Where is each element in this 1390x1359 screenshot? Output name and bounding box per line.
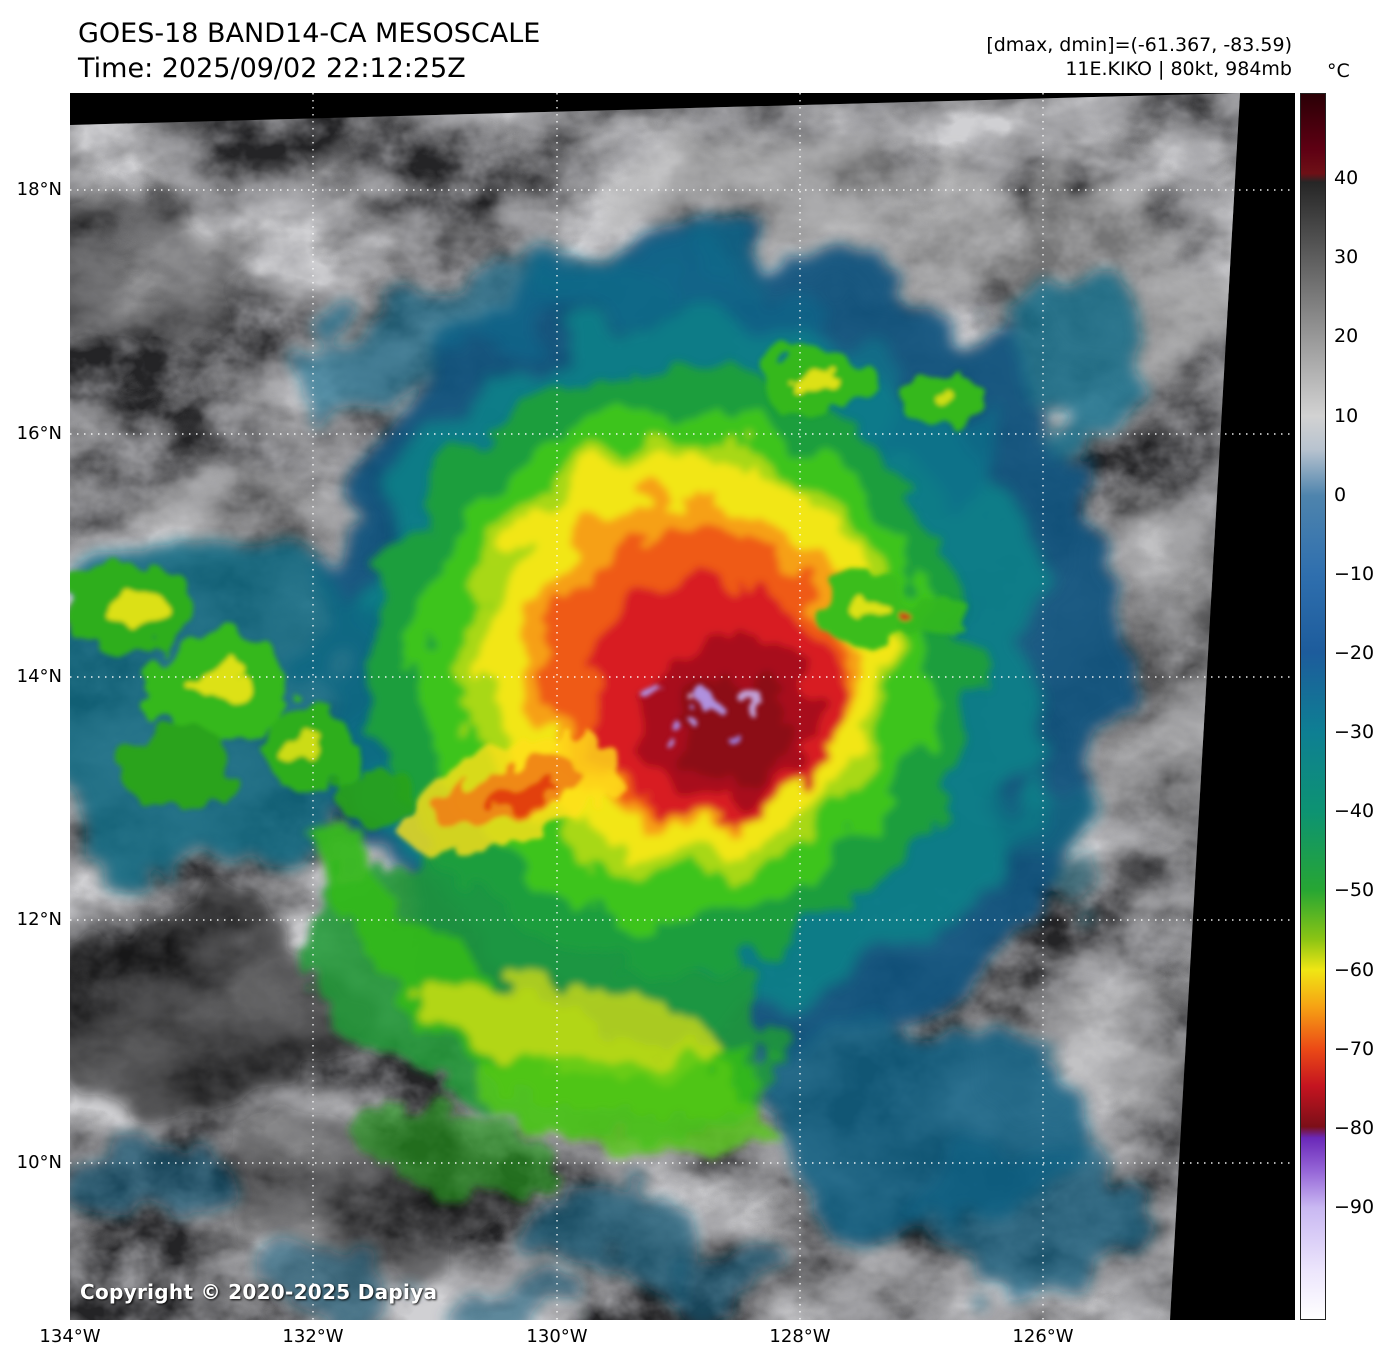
figure-time: Time: 2025/09/02 22:12:25Z — [78, 53, 466, 84]
colorbar-tick: −10 — [1334, 563, 1375, 585]
lon-label: 132°W — [282, 1326, 344, 1347]
lon-label: 130°W — [526, 1326, 588, 1347]
colorbar-tick: −40 — [1334, 800, 1375, 822]
colorbar-tick: −50 — [1334, 879, 1375, 901]
colorbar — [1300, 93, 1326, 1320]
colorbar-tick: −20 — [1334, 642, 1375, 664]
lat-label: 16°N — [16, 423, 62, 444]
satellite-image — [70, 93, 1295, 1320]
southwest-orange-streak — [396, 738, 624, 852]
colorbar-tick: 30 — [1334, 246, 1359, 268]
colorbar-tick: 10 — [1334, 405, 1359, 427]
colorbar-tick: −30 — [1334, 721, 1375, 743]
colorbar-tick: −80 — [1334, 1117, 1375, 1139]
northeast-convective-cells — [757, 345, 984, 643]
satellite-plot: Copyright © 2020-2025 Dapiya — [70, 93, 1295, 1320]
lon-label: 128°W — [769, 1326, 831, 1347]
west-convective-cluster — [70, 562, 406, 827]
info-block: [dmax, dmin]=(-61.367, -83.59) 11E.KIKO … — [986, 33, 1292, 81]
title-block: GOES-18 BAND14-CA MESOSCALE Time: 2025/0… — [78, 16, 540, 86]
lon-label: 134°W — [39, 1326, 101, 1347]
range-info: [dmax, dmin]=(-61.367, -83.59) — [986, 34, 1292, 56]
scan-data-region — [70, 93, 1240, 1320]
colorbar-tick: −60 — [1334, 959, 1375, 981]
storm-core-rings — [372, 371, 968, 967]
lat-label: 18°N — [16, 179, 62, 200]
figure-title: GOES-18 BAND14-CA MESOSCALE — [78, 18, 541, 49]
lat-label: 14°N — [16, 666, 62, 687]
cold-overshooting-tops — [649, 684, 759, 749]
storm-info: 11E.KIKO | 80kt, 984mb — [1065, 58, 1292, 80]
lon-label: 126°W — [1012, 1326, 1074, 1347]
grid-lines — [70, 93, 1295, 1320]
colorbar-tick: 40 — [1334, 167, 1359, 189]
colorbar-tick: 0 — [1334, 484, 1347, 506]
colorbar-unit: °C — [1327, 60, 1350, 82]
copyright-text: Copyright © 2020-2025 Dapiya — [80, 1280, 438, 1304]
colorbar-tick: −70 — [1334, 1038, 1375, 1060]
lat-label: 10°N — [16, 1152, 62, 1173]
colorbar-tick: 20 — [1334, 325, 1359, 347]
colorbar-tick: −90 — [1334, 1196, 1375, 1218]
lat-label: 12°N — [16, 909, 62, 930]
